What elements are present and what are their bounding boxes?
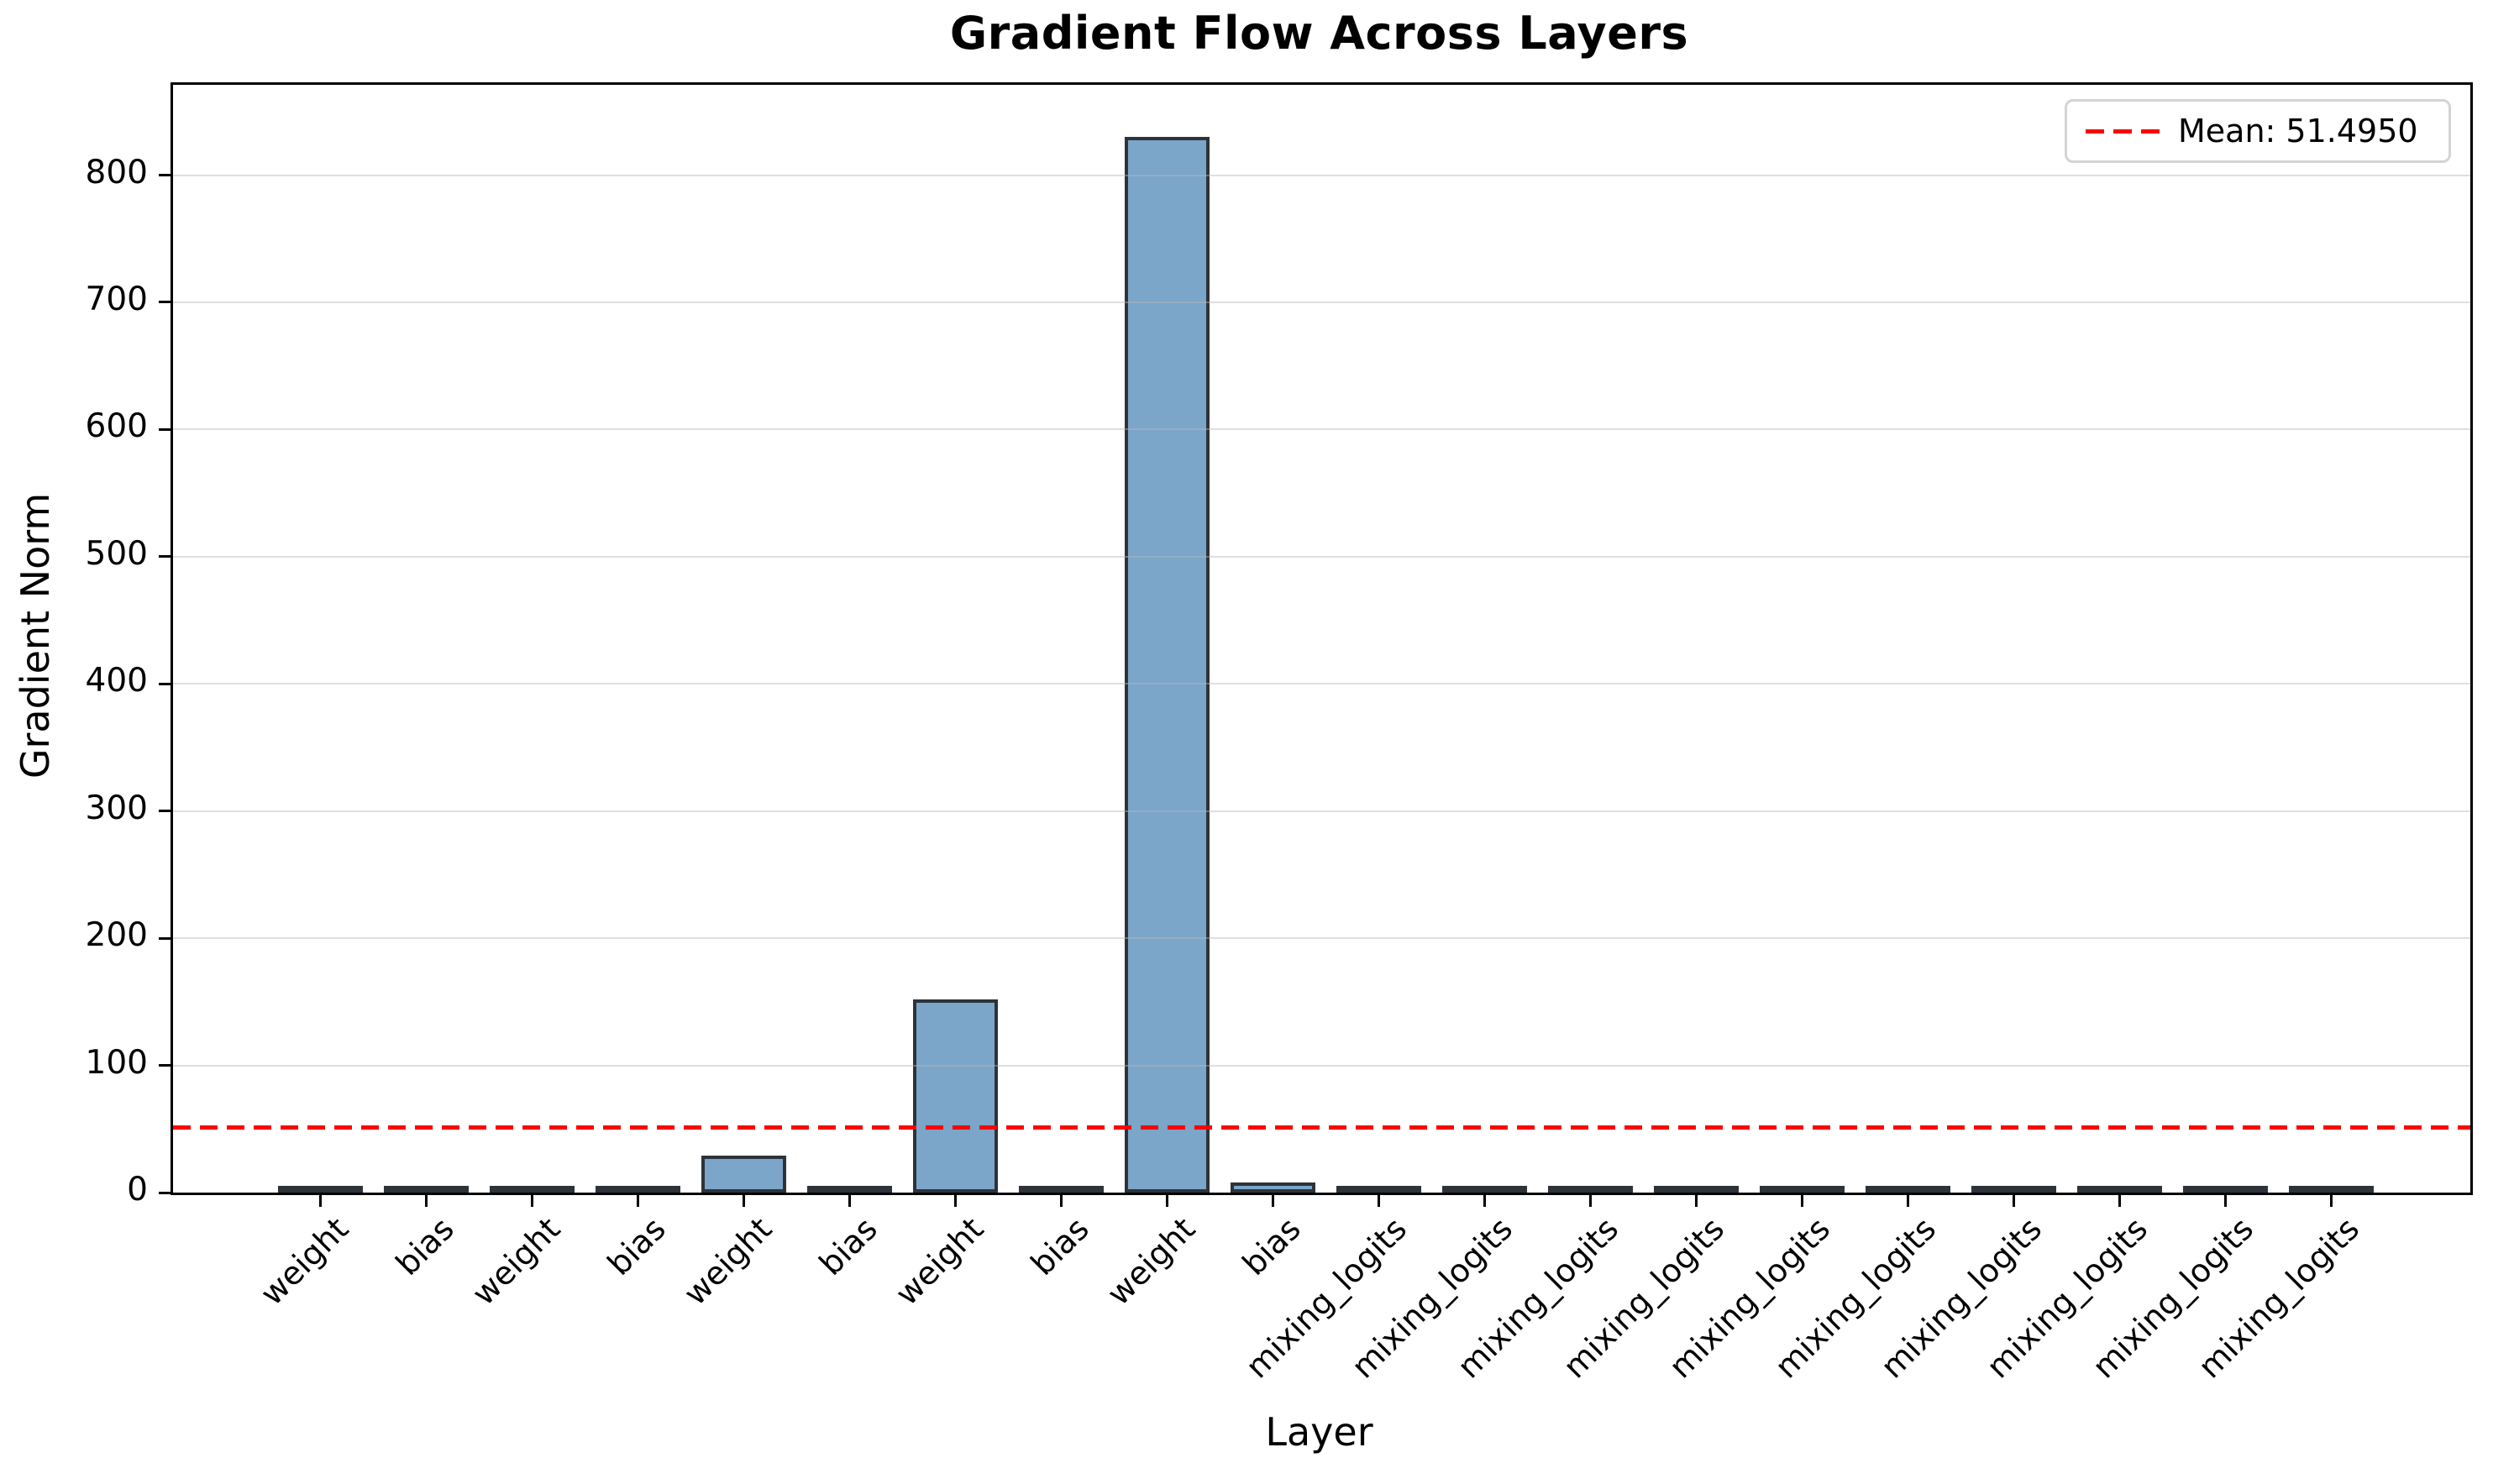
x-tick-label-1: bias bbox=[389, 1210, 462, 1283]
gridline-y-500 bbox=[173, 555, 2470, 558]
bar-7-bias bbox=[1018, 1186, 1104, 1193]
y-tick-700 bbox=[159, 301, 171, 304]
y-tick-label-700: 700 bbox=[85, 280, 148, 318]
plot-area bbox=[159, 82, 2473, 1207]
x-tick-2 bbox=[530, 1195, 533, 1207]
x-tick-3 bbox=[636, 1195, 639, 1207]
gridline-y-600 bbox=[173, 428, 2470, 431]
bar-0-weight bbox=[277, 1186, 363, 1193]
y-tick-500 bbox=[159, 555, 171, 558]
y-tick-label-0: 0 bbox=[127, 1171, 148, 1209]
y-tick-label-400: 400 bbox=[85, 662, 148, 700]
bar-1-bias bbox=[383, 1186, 469, 1193]
y-tick-600 bbox=[159, 427, 171, 431]
x-tick-16 bbox=[2012, 1195, 2015, 1207]
bar-15-mixing_logits bbox=[1865, 1186, 1950, 1193]
x-tick-label-9: bias bbox=[1236, 1210, 1309, 1283]
x-tick-4 bbox=[742, 1195, 745, 1207]
bar-9-bias bbox=[1230, 1182, 1315, 1193]
mean-reference-line bbox=[173, 1125, 2470, 1130]
y-tick-label-300: 300 bbox=[85, 789, 148, 827]
x-tick-9 bbox=[1271, 1195, 1274, 1207]
gridline-y-100 bbox=[173, 1064, 2470, 1067]
y-tick-label-500: 500 bbox=[85, 534, 148, 573]
bar-17-mixing_logits bbox=[2076, 1186, 2162, 1193]
x-tick-18 bbox=[2223, 1195, 2227, 1207]
x-tick-label-5: bias bbox=[812, 1210, 885, 1283]
x-tick-13 bbox=[1694, 1195, 1698, 1207]
x-tick-14 bbox=[1800, 1195, 1803, 1207]
x-tick-10 bbox=[1377, 1195, 1380, 1207]
x-tick-8 bbox=[1165, 1195, 1168, 1207]
bar-13-mixing_logits bbox=[1653, 1186, 1739, 1193]
y-tick-300 bbox=[159, 810, 171, 813]
x-tick-5 bbox=[848, 1195, 851, 1207]
bar-10-mixing_logits bbox=[1336, 1186, 1421, 1193]
y-tick-200 bbox=[159, 936, 171, 940]
x-tick-6 bbox=[953, 1195, 957, 1207]
x-tick-label-6: weight bbox=[888, 1210, 991, 1313]
bar-11-mixing_logits bbox=[1441, 1186, 1527, 1193]
bar-14-mixing_logits bbox=[1759, 1186, 1845, 1193]
gridline-y-200 bbox=[173, 937, 2470, 940]
y-tick-label-200: 200 bbox=[85, 916, 148, 955]
x-tick-15 bbox=[1906, 1195, 1909, 1207]
y-tick-0 bbox=[159, 1191, 171, 1194]
y-tick-label-800: 800 bbox=[85, 153, 148, 191]
x-tick-11 bbox=[1483, 1195, 1486, 1207]
x-tick-19 bbox=[2329, 1195, 2333, 1207]
bar-5-bias bbox=[806, 1186, 892, 1193]
gridline-y-400 bbox=[173, 683, 2470, 685]
gridline-y-700 bbox=[173, 301, 2470, 303]
bar-19-mixing_logits bbox=[2288, 1186, 2374, 1193]
chart-title: Gradient Flow Across Layers bbox=[949, 7, 1689, 60]
bar-18-mixing_logits bbox=[2182, 1186, 2268, 1193]
y-tick-800 bbox=[159, 174, 171, 177]
y-tick-100 bbox=[159, 1064, 171, 1067]
y-tick-label-100: 100 bbox=[85, 1043, 148, 1082]
x-tick-label-4: weight bbox=[676, 1210, 779, 1313]
gridline-y-300 bbox=[173, 810, 2470, 812]
bar-6-weight bbox=[912, 999, 998, 1193]
bar-2-weight bbox=[489, 1185, 575, 1193]
legend: Mean: 51.4950 bbox=[2065, 99, 2451, 163]
x-tick-1 bbox=[424, 1195, 428, 1207]
x-tick-12 bbox=[1588, 1195, 1592, 1207]
legend-mean-line-swatch bbox=[2086, 128, 2160, 134]
x-tick-label-0: weight bbox=[253, 1210, 356, 1313]
x-tick-17 bbox=[2118, 1195, 2121, 1207]
x-tick-0 bbox=[318, 1195, 322, 1207]
bar-16-mixing_logits bbox=[1971, 1186, 2056, 1193]
y-tick-400 bbox=[159, 682, 171, 685]
x-tick-label-2: weight bbox=[464, 1210, 568, 1313]
y-tick-label-600: 600 bbox=[85, 407, 148, 446]
bar-3-bias bbox=[595, 1186, 680, 1193]
bar-8-weight bbox=[1124, 137, 1210, 1193]
legend-label: Mean: 51.4950 bbox=[2178, 113, 2418, 149]
bar-12-mixing_logits bbox=[1547, 1186, 1633, 1193]
gridline-y-800 bbox=[173, 174, 2470, 176]
x-tick-label-3: bias bbox=[601, 1210, 674, 1283]
x-tick-7 bbox=[1059, 1195, 1063, 1207]
x-tick-label-7: bias bbox=[1024, 1210, 1097, 1283]
bar-4-weight bbox=[701, 1156, 786, 1193]
x-axis-label: Layer bbox=[1265, 1409, 1373, 1455]
x-tick-label-8: weight bbox=[1100, 1210, 1203, 1313]
